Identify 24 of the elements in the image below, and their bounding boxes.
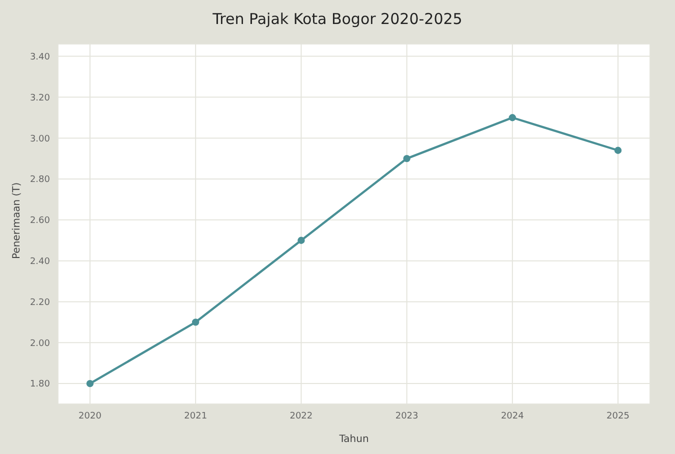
point	[403, 154, 410, 162]
point	[508, 114, 516, 122]
point	[614, 146, 622, 154]
x-tick-label: 2020	[78, 411, 102, 422]
point	[298, 236, 305, 244]
point	[86, 380, 94, 388]
x-axis-title: Tahun	[338, 434, 369, 445]
x-tick-label: 2023	[395, 411, 418, 422]
point	[192, 318, 200, 326]
y-tick-label: 2.00	[30, 338, 50, 349]
y-tick-label: 3.00	[30, 134, 50, 144]
y-axis-title: Penerimaan (T)	[12, 182, 23, 259]
y-tick-label: 3.20	[30, 93, 50, 104]
x-tick-label: 2025	[606, 411, 630, 422]
y-tick-label: 3.40	[30, 52, 50, 62]
y-tick-label: 2.60	[30, 216, 50, 226]
x-tick-label: 2024	[500, 411, 524, 422]
x-tick-label: 2021	[184, 411, 208, 422]
y-tick-label: 1.80	[30, 380, 50, 390]
chart-title: Tren Pajak Kota Bogor 2020-2025	[212, 10, 464, 28]
y-tick-label: 2.80	[30, 175, 50, 186]
y-tick-label: 2.20	[30, 298, 50, 308]
y-tick-label: 2.40	[30, 257, 50, 268]
x-tick-label: 2022	[290, 411, 313, 422]
